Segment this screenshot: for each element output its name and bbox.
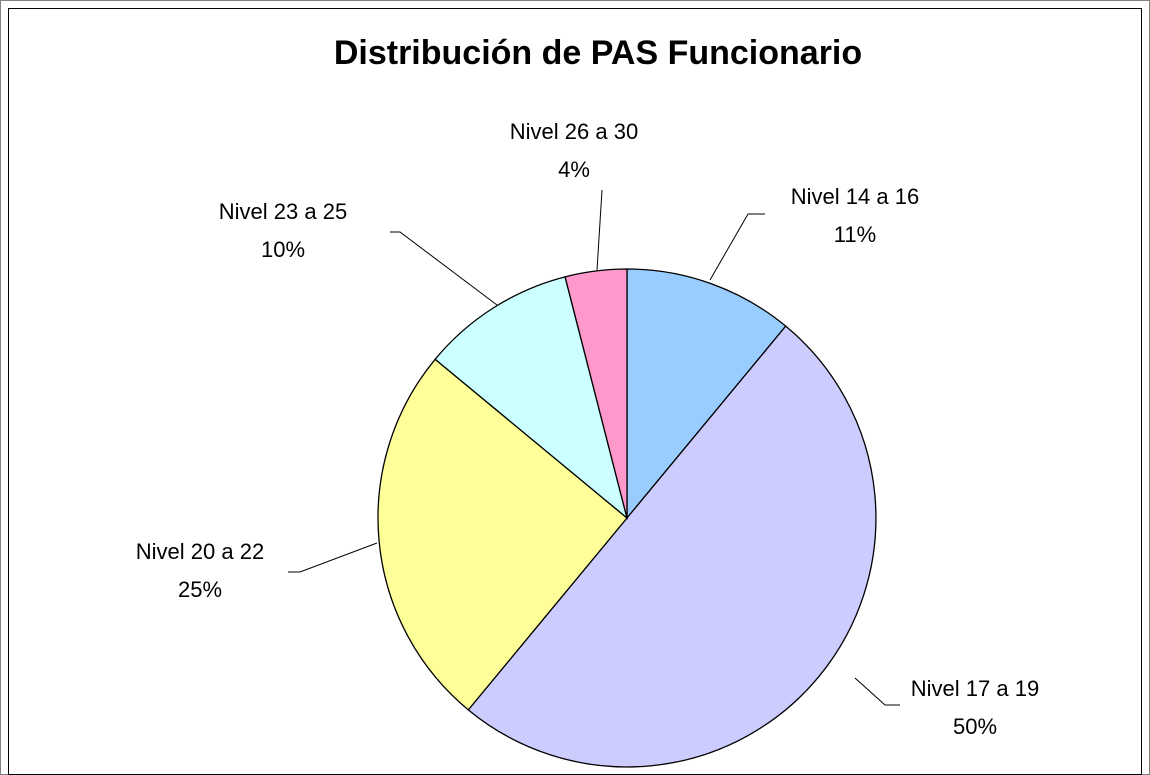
pie-slice (626, 268, 787, 520)
slice-label: Nivel 17 a 19 (911, 676, 1039, 701)
slice-label: Nivel 26 a 30 (510, 119, 638, 144)
leader-line (596, 189, 603, 271)
pie-slice (467, 325, 877, 768)
pie-slice (377, 358, 628, 711)
slice-value-label: 11% (834, 222, 876, 247)
leader-line (390, 231, 498, 306)
chart-title: Distribución de PAS Funcionario (334, 34, 862, 72)
pie-slice (564, 268, 628, 519)
slice-value-label: 10% (261, 237, 305, 262)
slice-label: Nivel 20 a 22 (136, 539, 264, 564)
slice-value-label: 50% (953, 714, 997, 739)
leader-line (709, 213, 765, 281)
slice-label: Nivel 23 a 25 (219, 199, 347, 224)
leader-line (288, 542, 378, 573)
slice-label: Nivel 14 a 16 (791, 184, 919, 209)
leader-line (854, 677, 900, 706)
slice-value-label: 25% (178, 577, 222, 602)
pie-slice (434, 276, 629, 520)
slice-value-label: 4% (558, 157, 590, 182)
